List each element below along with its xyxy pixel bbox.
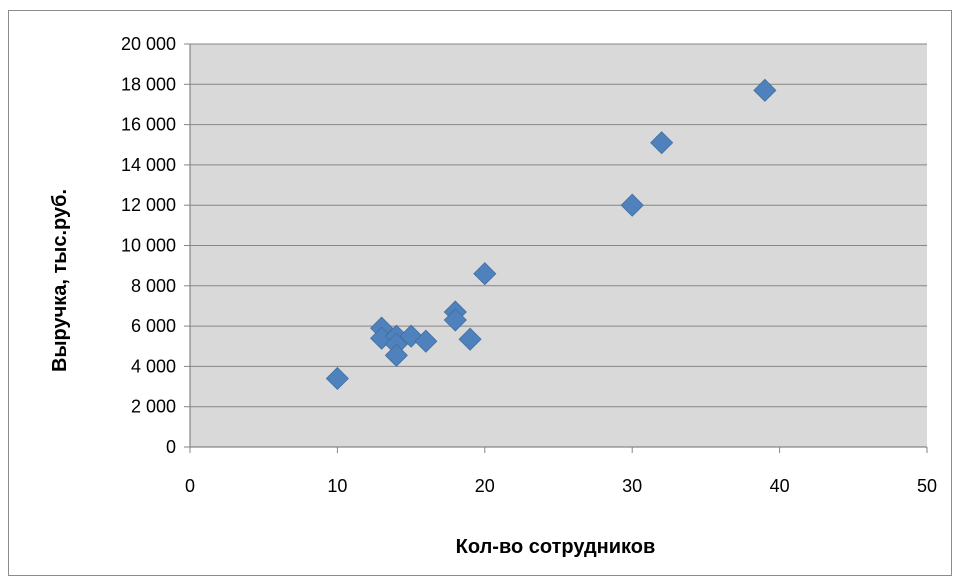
data-points <box>325 78 777 391</box>
data-point <box>753 78 777 102</box>
x-tick-label: 20 <box>475 476 495 496</box>
data-point <box>325 366 349 391</box>
x-tick-label: 0 <box>185 476 195 496</box>
x-tick-label: 50 <box>917 476 937 496</box>
x-tick-label: 30 <box>622 476 642 496</box>
data-point <box>414 329 438 353</box>
y-tick-label: 18 000 <box>121 74 176 94</box>
data-point <box>620 193 644 217</box>
data-point <box>384 343 408 367</box>
data-point <box>443 308 467 332</box>
y-tick-label: 8 000 <box>131 276 176 296</box>
x-tick-label: 10 <box>327 476 347 496</box>
y-axis-title: Выручка, тыс.руб. <box>49 189 71 372</box>
gridlines <box>190 43 927 408</box>
y-tick-label: 14 000 <box>121 155 176 175</box>
y-tick-label: 2 000 <box>131 397 176 417</box>
data-point <box>458 327 482 351</box>
y-tick-label: 6 000 <box>131 316 176 336</box>
y-tick-label: 4 000 <box>131 356 176 376</box>
y-tick-label: 10 000 <box>121 236 176 256</box>
x-axis-ticks: 0 10 20 30 40 50 <box>185 447 937 496</box>
y-tick-label: 20 000 <box>121 34 176 54</box>
x-axis-title: Кол-во сотрудников <box>456 536 656 558</box>
y-axis-ticks: 0 2 000 4 000 6 000 8 000 10 000 12 000 14 000 1… <box>121 34 190 457</box>
data-point <box>473 262 497 286</box>
data-point <box>650 131 674 155</box>
y-tick-label: 12 000 <box>121 195 176 215</box>
y-tick-label: 16 000 <box>121 115 176 135</box>
x-tick-label: 40 <box>770 476 790 496</box>
y-tick-label: 0 <box>166 437 176 457</box>
